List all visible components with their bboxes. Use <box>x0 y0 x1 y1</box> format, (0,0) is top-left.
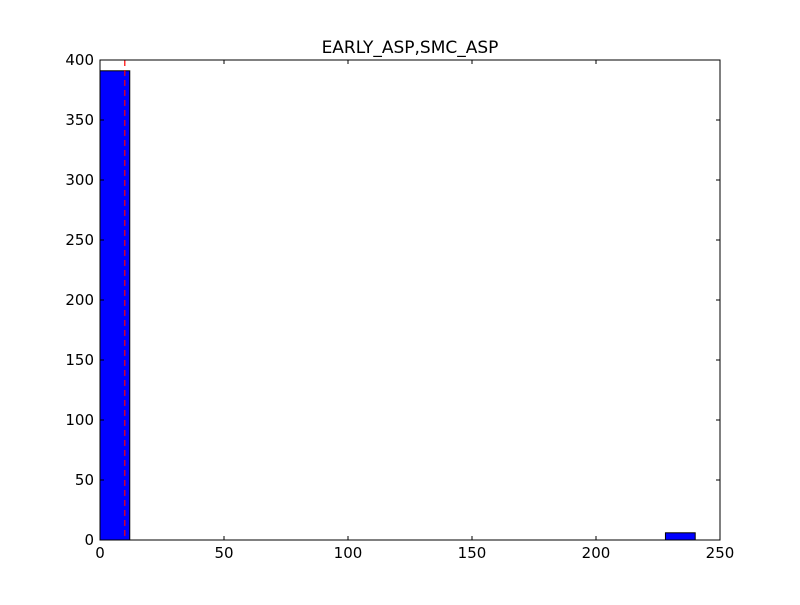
x-tick-label-0: 0 <box>95 544 105 562</box>
y-tick-label-200: 200 <box>65 291 94 309</box>
x-tick-label-150: 150 <box>458 544 487 562</box>
x-tick-label-200: 200 <box>582 544 611 562</box>
y-tick-label-100: 100 <box>65 411 94 429</box>
y-tick-label-350: 350 <box>65 111 94 129</box>
y-tick-label-400: 400 <box>65 51 94 69</box>
histogram-bar-19 <box>664 532 696 541</box>
y-tick-label-0: 0 <box>84 531 94 549</box>
x-axis-ticks: 0 50 100 150 200 250 <box>95 60 734 562</box>
x-tick-label-50: 50 <box>214 544 233 562</box>
chart-title: EARLY_ASP,SMC_ASP <box>322 38 499 58</box>
y-tick-label-250: 250 <box>65 231 94 249</box>
y-tick-label-50: 50 <box>75 471 94 489</box>
x-tick-label-100: 100 <box>334 544 363 562</box>
y-axis-ticks: 0 50 100 150 200 250 300 350 400 <box>65 51 720 549</box>
y-tick-label-150: 150 <box>65 351 94 369</box>
y-tick-label-300: 300 <box>65 171 94 189</box>
x-tick-label-250: 250 <box>706 544 735 562</box>
plot-background <box>100 60 720 540</box>
